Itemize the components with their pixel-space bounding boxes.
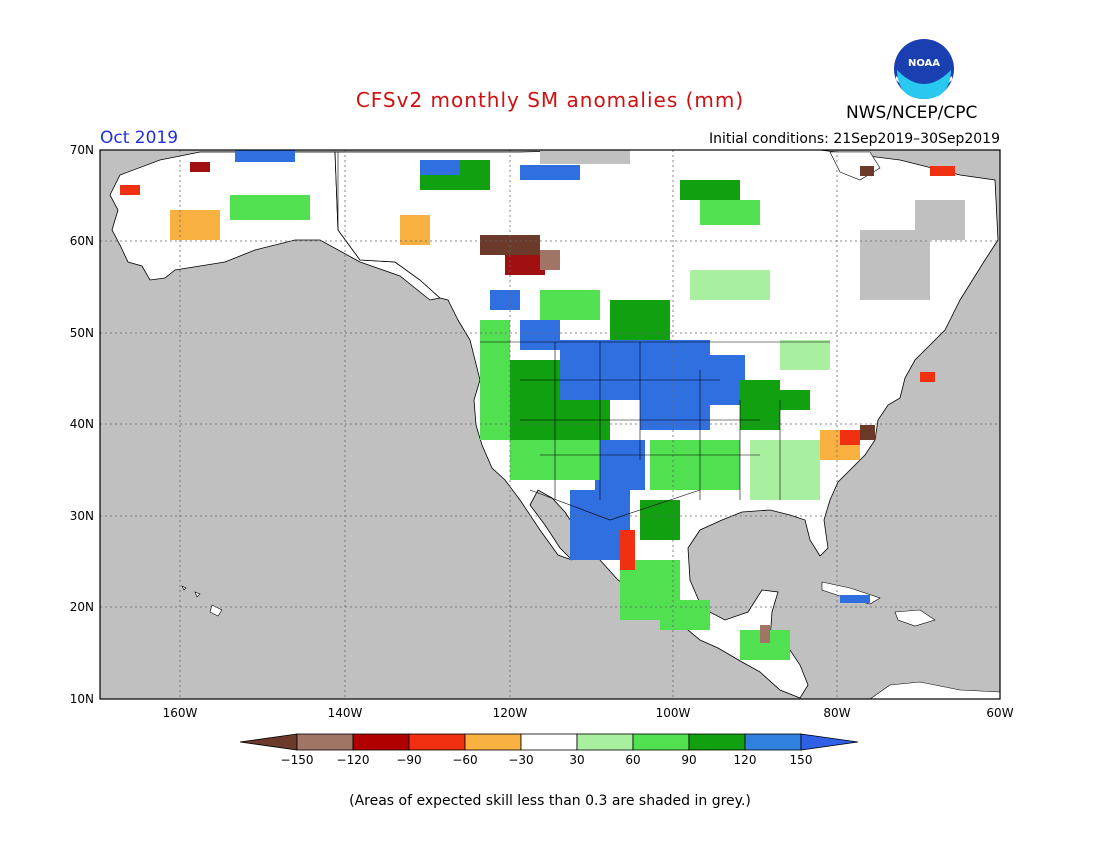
agency-label: NWS/NCEP/CPC (846, 103, 978, 123)
colorbar-label: 120 (734, 753, 757, 767)
political-borders (337, 152, 830, 521)
noaa-logo: NOAA (894, 39, 954, 99)
dry-anomaly-area (190, 162, 210, 172)
low-skill-area (860, 230, 930, 300)
lon-label: 100W (656, 706, 691, 720)
lat-label: 40N (70, 417, 94, 431)
wet-anomaly-area (840, 595, 870, 603)
colorbar-label: 60 (625, 753, 640, 767)
wet-anomaly-area (595, 440, 645, 490)
colorbar: −150 −120 −90 −60 −30 30 60 90 120 150 (239, 733, 859, 767)
colorbar-bin (520, 733, 578, 751)
colorbar-bin (464, 733, 522, 751)
dry-anomaly-area (505, 255, 545, 275)
latitude-labels: 70N 60N 50N 40N 30N 20N 10N (70, 143, 94, 706)
dry-anomaly-area (760, 625, 770, 643)
lat-label: 10N (70, 692, 94, 706)
wet-anomaly-area (480, 320, 510, 440)
lat-label: 20N (70, 600, 94, 614)
colorbar-bin (688, 733, 746, 751)
dry-anomaly-area (840, 430, 860, 445)
wet-anomaly-area (520, 165, 580, 180)
colorbar-bin (632, 733, 690, 751)
lon-label: 120W (493, 706, 528, 720)
colorbar-label: 90 (681, 753, 696, 767)
dry-anomaly-area (920, 372, 935, 382)
wet-anomaly-area (680, 180, 740, 200)
wet-anomaly-area (640, 500, 680, 540)
colorbar-bin (408, 733, 466, 751)
wet-anomaly-area (660, 600, 710, 630)
colorbar-label: 150 (790, 753, 813, 767)
wet-anomaly-area (640, 340, 710, 430)
wet-anomaly-area (540, 290, 600, 320)
dry-anomaly-area (400, 215, 430, 245)
dry-anomaly-area (120, 185, 140, 195)
colorbar-bin (296, 733, 354, 751)
wet-anomaly-area (490, 290, 520, 310)
colorbar-arrow-high (800, 733, 859, 751)
colorbar-arrow-low (239, 733, 298, 751)
dry-anomaly-area (860, 425, 875, 440)
low-skill-area (540, 150, 630, 164)
lat-label: 60N (70, 234, 94, 248)
colorbar-label: −120 (337, 753, 370, 767)
lat-label: 30N (70, 509, 94, 523)
wet-anomaly-area (700, 200, 760, 225)
longitude-labels: 160W 140W 120W 100W 80W 60W (163, 706, 1014, 720)
wet-anomaly-area (510, 360, 560, 440)
wet-anomaly-area (235, 150, 295, 162)
wet-anomaly-area (750, 440, 820, 500)
colorbar-bin (744, 733, 802, 751)
wet-anomaly-area (230, 195, 310, 220)
hawaii-land (181, 585, 223, 617)
colorbar-bin (352, 733, 410, 751)
lon-label: 60W (986, 706, 1013, 720)
lat-label: 50N (70, 326, 94, 340)
colorbar-label: −30 (508, 753, 533, 767)
dry-anomaly-area (540, 250, 560, 270)
map-frame (99, 149, 1001, 700)
dry-anomaly-area (930, 166, 955, 176)
map-panel (99, 149, 1001, 700)
wet-anomaly-area (690, 270, 770, 300)
colorbar-label: −150 (281, 753, 314, 767)
graticule (100, 150, 1000, 699)
wet-anomaly-area (520, 320, 560, 350)
hispaniola-land (894, 609, 936, 627)
colorbar-label: −90 (396, 753, 421, 767)
wet-anomaly-area (650, 440, 740, 490)
colorbar-label: 30 (569, 753, 584, 767)
dry-anomaly-area (860, 166, 874, 176)
lon-label: 140W (328, 706, 363, 720)
wet-anomaly-area (780, 340, 830, 370)
initial-conditions-label: Initial conditions: 21Sep2019–30Sep2019 (708, 131, 1000, 147)
dry-anomaly-area (170, 210, 220, 240)
alaska-land (109, 151, 441, 301)
noaa-logo-text: NOAA (908, 58, 940, 69)
lat-label: 70N (70, 143, 94, 157)
wet-anomaly-area (610, 300, 670, 340)
colorbar-label: −60 (452, 753, 477, 767)
map-title: CFSv2 monthly SM anomalies (mm) (355, 88, 745, 112)
lon-label: 160W (163, 706, 198, 720)
wet-anomaly-area (420, 160, 460, 175)
colorbar-bin (576, 733, 634, 751)
low-skill-area (915, 200, 965, 240)
wet-anomaly-area (770, 390, 810, 410)
valid-month-label: Oct 2019 (100, 128, 179, 148)
dry-anomaly-area (620, 530, 635, 570)
lon-label: 80W (823, 706, 850, 720)
skill-footnote: (Areas of expected skill less than 0.3 a… (349, 793, 751, 809)
